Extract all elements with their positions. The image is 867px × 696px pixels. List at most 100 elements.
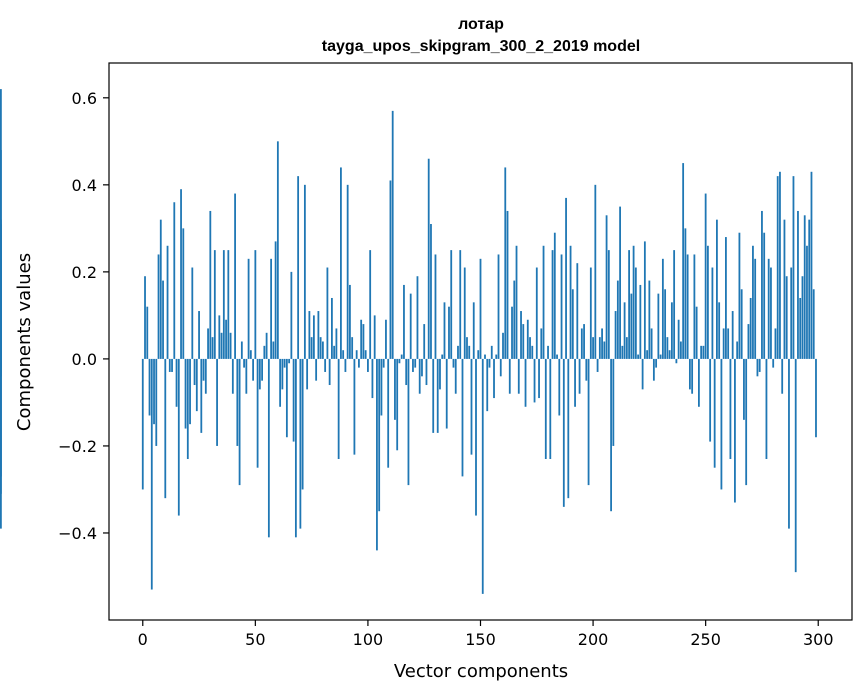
bar [729, 358, 732, 459]
bar [294, 358, 297, 538]
bar [720, 358, 723, 490]
y-tick-label: 0.0 [72, 350, 97, 369]
bar [727, 328, 730, 359]
bar [472, 302, 475, 359]
bar [486, 358, 489, 412]
bar [321, 341, 324, 359]
bar [380, 358, 383, 416]
bar [258, 358, 261, 390]
bar [601, 328, 603, 359]
bar [0, 89, 2, 359]
bar [623, 302, 626, 359]
bar [619, 206, 621, 359]
bar [204, 358, 207, 394]
bar [0, 341, 2, 359]
bar [693, 254, 696, 359]
bar [207, 328, 209, 359]
bar [164, 358, 167, 499]
bar [457, 345, 459, 359]
bar [297, 176, 300, 359]
bar [776, 176, 779, 359]
bar [394, 358, 396, 420]
bar [722, 328, 725, 359]
bar [594, 184, 597, 359]
bar [443, 302, 446, 359]
bar [416, 276, 419, 359]
bar [481, 358, 484, 594]
y-tick-label: 0.2 [72, 263, 97, 282]
bar [459, 250, 462, 359]
bar [558, 358, 561, 416]
bar [603, 341, 606, 359]
bar [702, 345, 705, 359]
bar [177, 358, 180, 516]
bar [153, 358, 155, 425]
bar [245, 358, 248, 394]
bar [630, 293, 633, 359]
bar [477, 350, 480, 359]
bar [0, 358, 2, 477]
bar [175, 358, 178, 407]
bar [391, 110, 394, 359]
bar [373, 315, 376, 359]
bar [218, 315, 221, 359]
x-tick-label: 100 [353, 630, 384, 649]
bar [792, 176, 795, 359]
bar [684, 228, 687, 359]
bar [643, 241, 646, 359]
bar [425, 358, 428, 386]
x-axis-ticks: 0 50 100 150 200 250 300 [138, 620, 834, 649]
bar [657, 293, 660, 359]
bar [520, 311, 522, 359]
bar [441, 354, 444, 359]
bar [421, 358, 423, 377]
bar [335, 328, 338, 359]
bar [387, 358, 390, 468]
bar [263, 345, 266, 359]
bar [652, 358, 655, 381]
bar [445, 358, 448, 429]
bar [328, 358, 331, 386]
bar [515, 245, 518, 359]
bar [454, 358, 457, 394]
x-axis-label: Vector components [394, 661, 568, 682]
x-tick-label: 150 [465, 630, 496, 649]
bar [288, 358, 291, 364]
bar [610, 358, 612, 512]
bar [517, 358, 520, 394]
bar [695, 306, 698, 359]
bar [770, 267, 772, 359]
bar [612, 358, 615, 446]
bar [281, 358, 284, 390]
y-axis-label: Components values [14, 253, 35, 431]
bar [511, 306, 513, 359]
bar [529, 337, 531, 359]
bar [274, 241, 277, 359]
x-tick-label: 300 [803, 630, 834, 649]
bar [225, 319, 227, 359]
bar [200, 358, 203, 433]
bar [583, 324, 585, 359]
bar [664, 289, 667, 359]
bar [434, 254, 437, 359]
bar [189, 358, 191, 425]
bar [337, 358, 340, 459]
bar [571, 289, 574, 359]
bar [216, 358, 218, 446]
bar [747, 324, 750, 359]
bar [324, 358, 327, 372]
bar [319, 337, 322, 359]
bar [353, 358, 356, 455]
x-tick-label: 0 [138, 630, 148, 649]
bar [713, 358, 716, 468]
bar [812, 289, 815, 359]
bar [553, 232, 556, 359]
bar [484, 354, 486, 359]
bar [576, 263, 579, 359]
bar [749, 297, 752, 359]
bar [574, 358, 576, 407]
bar [709, 358, 712, 442]
bar [157, 254, 160, 359]
bar [621, 345, 624, 359]
